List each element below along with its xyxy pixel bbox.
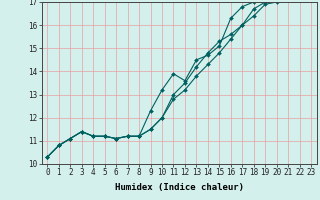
X-axis label: Humidex (Indice chaleur): Humidex (Indice chaleur) — [115, 183, 244, 192]
